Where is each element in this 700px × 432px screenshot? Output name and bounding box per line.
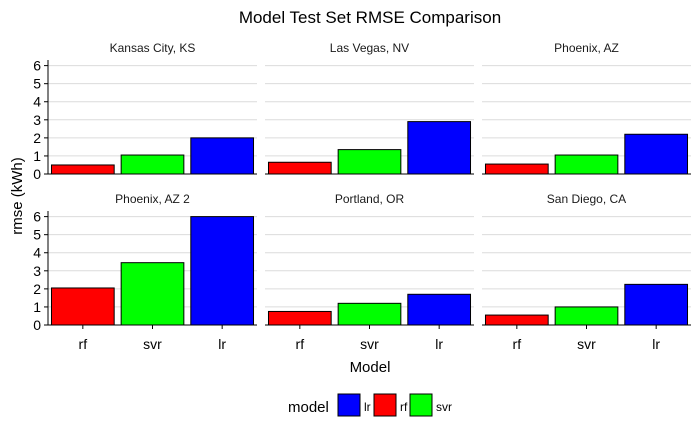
y-tick-label: 4 xyxy=(33,94,41,110)
facet-panel: Phoenix, AZ 2 0 1 2 3 4 5 6 rf svr lr xyxy=(33,192,257,352)
legend: model lr rf svr xyxy=(288,393,452,417)
bar-rf xyxy=(267,310,332,326)
y-tick-label: 5 xyxy=(33,227,41,243)
bar-rf xyxy=(50,287,115,326)
y-tick-label: 1 xyxy=(33,299,41,315)
facet-strip-label: Kansas City, KS xyxy=(110,41,196,55)
x-tick-label: lr xyxy=(218,336,226,352)
y-tick-label: 5 xyxy=(33,76,41,92)
bar-lr xyxy=(190,137,255,175)
y-tick-label: 2 xyxy=(33,130,41,146)
legend-label: svr xyxy=(436,400,452,414)
x-tick-label: rf xyxy=(79,336,88,352)
x-tick-label: svr xyxy=(143,336,162,352)
x-tick-label: svr xyxy=(360,336,379,352)
x-tick-label: rf xyxy=(296,336,305,352)
y-axis-label: rmse (kWh) xyxy=(9,157,26,235)
legend-swatch xyxy=(409,393,433,417)
bar-svr xyxy=(554,306,619,326)
bar-svr xyxy=(337,149,402,175)
legend-swatch xyxy=(337,393,361,417)
y-tick-label: 2 xyxy=(33,281,41,297)
facet-panel: Portland, OR rf svr lr xyxy=(265,192,474,352)
bar-svr xyxy=(554,154,619,175)
legend-label: lr xyxy=(364,400,371,414)
facet-panel: Phoenix, AZ xyxy=(482,41,691,175)
y-tick-label: 4 xyxy=(33,245,41,261)
x-tick-label: svr xyxy=(577,336,596,352)
bar-rf xyxy=(267,161,332,175)
x-axis-label: Model xyxy=(350,359,391,376)
panel-grid: Kansas City, KS 0 1 2 3 4 5 6 Las Vegas, NV Phoen… xyxy=(33,41,691,352)
bar-rf xyxy=(50,164,115,175)
facet-panel: Kansas City, KS 0 1 2 3 4 5 6 xyxy=(33,41,257,182)
y-tick-label: 6 xyxy=(33,209,41,225)
x-tick-label: lr xyxy=(435,336,443,352)
facet-strip-label: Phoenix, AZ xyxy=(554,41,619,55)
y-tick-label: 1 xyxy=(33,148,41,164)
bar-svr xyxy=(120,154,185,175)
bar-svr xyxy=(337,302,402,326)
facet-panel: San Diego, CA rf svr lr xyxy=(482,192,691,352)
bar-lr xyxy=(407,121,472,175)
bar-rf xyxy=(484,163,549,175)
bar-lr xyxy=(624,133,689,175)
legend-swatch xyxy=(373,393,397,417)
facet-strip-label: Portland, OR xyxy=(335,192,405,206)
chart-title: Model Test Set RMSE Comparison xyxy=(239,8,501,27)
y-tick-label: 3 xyxy=(33,263,41,279)
bar-svr xyxy=(120,262,185,326)
facet-strip-label: Las Vegas, NV xyxy=(330,41,409,55)
bar-rf xyxy=(484,314,549,326)
bar-lr xyxy=(624,283,689,326)
y-tick-label: 6 xyxy=(33,58,41,74)
y-tick-label: 3 xyxy=(33,112,41,128)
y-tick-label: 0 xyxy=(33,166,41,182)
legend-label: rf xyxy=(400,400,408,414)
x-tick-label: rf xyxy=(513,336,522,352)
y-tick-label: 0 xyxy=(33,317,41,333)
bar-lr xyxy=(407,293,472,326)
bar-lr xyxy=(190,216,255,326)
facet-panel: Las Vegas, NV xyxy=(265,41,474,175)
facet-strip-label: Phoenix, AZ 2 xyxy=(115,192,190,206)
x-tick-label: lr xyxy=(652,336,660,352)
legend-title: model xyxy=(288,399,329,416)
facet-strip-label: San Diego, CA xyxy=(547,192,626,206)
